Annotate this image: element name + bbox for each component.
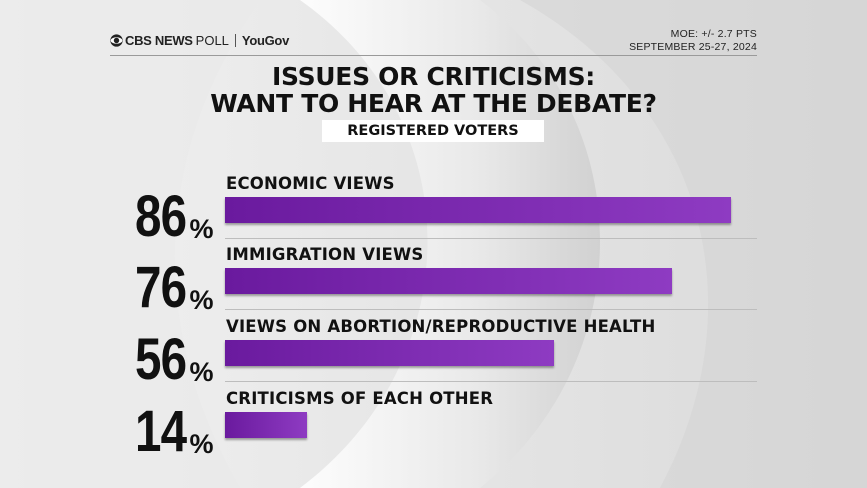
bar bbox=[225, 340, 554, 366]
percent-sign: % bbox=[189, 429, 214, 459]
value-number: 86 bbox=[135, 184, 187, 249]
moe-text: MOE: +/- 2.7 PTS bbox=[670, 28, 757, 40]
header-divider bbox=[110, 55, 757, 56]
bar-row: 86% ECONOMIC VIEWS bbox=[0, 174, 867, 246]
bar-row: 56% VIEWS ON ABORTION/REPRODUCTIVE HEALTH bbox=[0, 317, 867, 389]
category-label: IMMIGRATION VIEWS bbox=[226, 245, 424, 264]
value-number: 56 bbox=[135, 327, 187, 392]
percent-sign: % bbox=[189, 285, 214, 315]
bar bbox=[225, 268, 672, 294]
cbs-eye-icon bbox=[110, 34, 123, 47]
category-label: VIEWS ON ABORTION/REPRODUCTIVE HEALTH bbox=[226, 317, 656, 336]
bar bbox=[225, 412, 307, 438]
brand-separator bbox=[234, 34, 236, 47]
percent-sign: % bbox=[189, 214, 214, 244]
bar-row: 14% CRITICISMS OF EACH OTHER bbox=[0, 389, 867, 461]
category-label: CRITICISMS OF EACH OTHER bbox=[226, 389, 494, 408]
value-label: 56% bbox=[135, 317, 214, 389]
bar bbox=[225, 197, 731, 223]
value-number: 14 bbox=[135, 399, 187, 464]
value-label: 14% bbox=[135, 389, 214, 461]
poll-dates: SEPTEMBER 25-27, 2024 bbox=[629, 41, 757, 53]
chart-title-line-1: ISSUES OR CRITICISMS: bbox=[272, 62, 595, 91]
brand-cbs-news: CBS NEWS bbox=[125, 33, 193, 48]
brand-yougov: YouGov bbox=[241, 33, 289, 48]
row-divider bbox=[225, 238, 757, 239]
row-divider bbox=[225, 381, 757, 382]
chart-title-line-2: WANT TO HEAR AT THE DEBATE? bbox=[210, 89, 657, 118]
chart-subtitle: REGISTERED VOTERS bbox=[322, 120, 544, 142]
poll-meta: MOE: +/- 2.7 PTS SEPTEMBER 25-27, 2024 bbox=[629, 28, 757, 54]
value-label: 86% bbox=[135, 174, 214, 246]
row-divider bbox=[225, 309, 757, 310]
brand-poll: POLL bbox=[195, 33, 229, 48]
category-label: ECONOMIC VIEWS bbox=[226, 174, 395, 193]
brand-logo: CBS NEWS POLL YouGov bbox=[110, 33, 289, 48]
percent-sign: % bbox=[189, 357, 214, 387]
value-number: 76 bbox=[135, 255, 187, 320]
bar-row: 76% IMMIGRATION VIEWS bbox=[0, 245, 867, 317]
value-label: 76% bbox=[135, 245, 214, 317]
chart-title: ISSUES OR CRITICISMS: WANT TO HEAR AT TH… bbox=[0, 63, 867, 117]
